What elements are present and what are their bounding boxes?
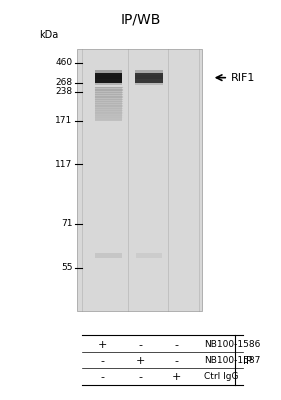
Text: +: + (98, 340, 108, 350)
Text: 268: 268 (55, 78, 72, 87)
Text: IP: IP (243, 356, 253, 366)
Text: Ctrl IgG: Ctrl IgG (205, 372, 239, 381)
Text: NB100-1586: NB100-1586 (205, 340, 261, 350)
Text: RIF1: RIF1 (231, 73, 255, 83)
Text: -: - (101, 372, 105, 382)
Text: -: - (175, 356, 179, 366)
Text: 460: 460 (55, 58, 72, 68)
Text: -: - (101, 356, 105, 366)
Text: -: - (175, 340, 179, 350)
Text: NB100-1587: NB100-1587 (205, 356, 261, 365)
FancyBboxPatch shape (135, 70, 163, 80)
Text: -: - (139, 372, 142, 382)
Text: 117: 117 (55, 160, 72, 169)
Text: 71: 71 (61, 219, 72, 228)
Text: +: + (172, 372, 181, 382)
FancyBboxPatch shape (95, 253, 122, 258)
FancyBboxPatch shape (95, 87, 123, 120)
Text: kDa: kDa (39, 30, 58, 40)
Text: -: - (139, 340, 142, 350)
FancyBboxPatch shape (135, 75, 163, 85)
Text: 171: 171 (55, 116, 72, 125)
Text: 238: 238 (55, 87, 72, 96)
FancyBboxPatch shape (135, 73, 163, 83)
FancyBboxPatch shape (95, 73, 123, 83)
FancyBboxPatch shape (76, 49, 202, 311)
Text: 55: 55 (61, 263, 72, 272)
FancyBboxPatch shape (95, 70, 123, 80)
FancyBboxPatch shape (136, 253, 162, 258)
Text: IP/WB: IP/WB (120, 12, 161, 26)
Text: +: + (136, 356, 145, 366)
FancyBboxPatch shape (95, 75, 123, 85)
